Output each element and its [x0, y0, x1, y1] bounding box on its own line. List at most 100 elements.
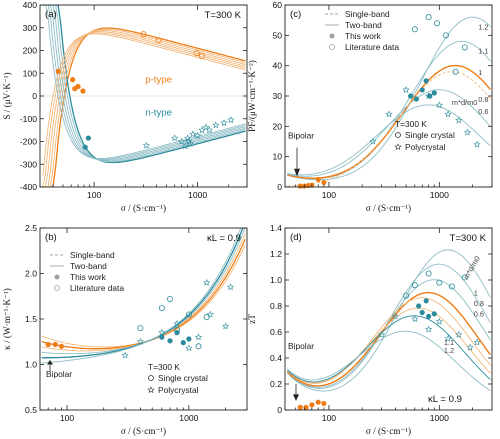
panel-c-curve-label: 1.1 [478, 47, 488, 56]
legend-single-band: Single-band [345, 9, 390, 19]
panel-d-this-n-point [431, 311, 437, 317]
panel-d-lit-poly-point [466, 343, 474, 351]
panel-a-xtick-label: 1000 [188, 190, 207, 200]
panel-a-xlabel: σ / (S·cm⁻¹) [121, 203, 166, 213]
panel-a-lit-n-point [202, 123, 210, 131]
panel-a-lit-n-point [189, 130, 197, 138]
panel-b-kappaL: κL = 0.9 [207, 233, 241, 244]
panel-b-this-point [45, 341, 51, 348]
legend2-crystal: Single crystal [405, 130, 455, 140]
panel-d-ytick-label: 1.4 [270, 223, 282, 233]
panel-d-xlabel: σ / (S·cm⁻¹) [366, 426, 411, 436]
panel-b-this-n-point [180, 340, 186, 346]
panel-b-lit-poly-point [221, 322, 230, 330]
p-type-curve [42, 29, 246, 187]
panel-d-this-point [309, 402, 315, 408]
panel-d-lit-poly-point [425, 325, 433, 333]
panel-c-ytick-label: 0 [277, 182, 282, 192]
panel-c-lit-poly-point [455, 116, 463, 124]
panel-d-lit-crystal-point [448, 283, 455, 290]
panel-d-ytick-label: 1.2 [270, 249, 282, 259]
panel-a-ytick-label: 100 [23, 68, 38, 78]
p-type-curve [42, 31, 246, 187]
panel-a-ptype-point [80, 88, 86, 94]
panel-b-ytick-label: 0.5 [25, 405, 37, 415]
panel-c-lit-poly-point [425, 92, 433, 100]
panel-a-lit-n-point [227, 116, 235, 123]
panel-b-panel-label: (b) [45, 232, 57, 243]
p-type-curve [42, 32, 246, 187]
pf-curve [287, 16, 491, 181]
legend-b2-poly-marker [147, 386, 155, 393]
panel-a-ylabel: S / (μV·K⁻¹) [2, 72, 12, 119]
n-type-curve [42, 5, 246, 161]
panel-d-lit-crystal-point [411, 282, 418, 289]
panel-c-this-n-point [413, 96, 420, 102]
panel-b-lit-poly-point [226, 283, 235, 291]
panel-c-lit-crystal-point [443, 32, 450, 39]
legend2-poly-marker [394, 143, 402, 151]
panel-a-lit-n-point [181, 142, 189, 150]
panel-a-temperature: T=300 K [204, 10, 241, 21]
panel-b-lit-poly-point [194, 333, 203, 341]
panel-b-ytick-label: 1.5 [25, 314, 37, 324]
panel-a-ytick-label: -100 [20, 114, 37, 124]
panel-a-ptype-point [55, 68, 61, 75]
panel-c-ytick-label: 60 [272, 0, 282, 10]
panel-d-lit-poly-point [455, 330, 463, 338]
panel-c-mass-label: m*d/m0 [452, 98, 477, 107]
legend2-crystal-marker [395, 132, 401, 138]
legend-two-band: Two-band [345, 20, 382, 30]
n-type-curve [42, 5, 246, 160]
panel-d-this-n-point [419, 309, 425, 316]
panel-b-lit-crystal-point [158, 305, 165, 312]
panel-c-lit-poly-point [444, 110, 452, 118]
panel-b-ylabel: κ / (W·m⁻¹·K⁻¹) [2, 288, 12, 350]
panel-b-lit-crystal-point [195, 343, 202, 350]
panel-b-this-point [52, 341, 58, 348]
p-type-label: p-type [145, 74, 172, 85]
p-type-curve [42, 28, 246, 187]
n-type-curve [42, 5, 246, 164]
panel-c-lit-crystal-point [433, 20, 440, 27]
legend-lit-marker [329, 44, 335, 50]
panel-a-ytick-label: 300 [23, 23, 38, 33]
panel-b-ytick-label: 1.0 [25, 360, 37, 370]
panel-a-lit-n-point [205, 126, 214, 134]
panel-a-ytick-label: -300 [20, 159, 37, 169]
pf-curve [287, 64, 491, 180]
panel-a-xtick-label: 100 [87, 190, 102, 200]
panel-d-xtick-label: 1000 [430, 413, 449, 423]
panel-b-this-point [58, 343, 65, 349]
panel-c-lit-poly-point [402, 86, 410, 94]
panel-b-lit-crystal-point [185, 311, 192, 318]
panel-b-lit-crystal-point [137, 325, 144, 332]
panel-b-lit-crystal-point [166, 295, 173, 302]
zt-curve [287, 315, 491, 383]
panel-d-curve-label: 0.8 [474, 299, 484, 308]
panel-c-ylabel: PF/(μW·cm⁻¹·K⁻²) [247, 60, 257, 132]
panel-d-this-n-point [416, 303, 422, 309]
panel-a-curves [42, 5, 246, 187]
zt-curve [286, 297, 491, 384]
panel-c-curve-label: 0.8 [478, 95, 488, 104]
panel-b-lit-crystal-point [174, 326, 181, 333]
panel-d-xtick-label: 100 [322, 413, 337, 423]
panel-c-lit-poly-point [369, 137, 377, 145]
panel-c-ytick-label: 30 [272, 91, 282, 101]
panel-b-ytick-label: 2.5 [25, 223, 37, 233]
panel-b-lit-crystal-point [203, 314, 210, 321]
panel-c-arrow-head [294, 168, 300, 177]
panel-a-ptype-point [70, 77, 76, 83]
panel-d-this-point [297, 404, 303, 410]
panel-b-lit-poly-point [185, 344, 193, 352]
panel-d-curve-label: 1.1 [444, 338, 454, 347]
pf-curve [287, 104, 491, 176]
panel-c-lit-crystal-point [461, 44, 468, 51]
panel-c-ytick-label: 50 [272, 30, 282, 40]
legend-b2-crystal: Single crystal [158, 373, 208, 383]
panel-d-curves [286, 249, 491, 392]
panel-a-lit-n-point [186, 140, 194, 147]
pf-curve [287, 71, 491, 187]
